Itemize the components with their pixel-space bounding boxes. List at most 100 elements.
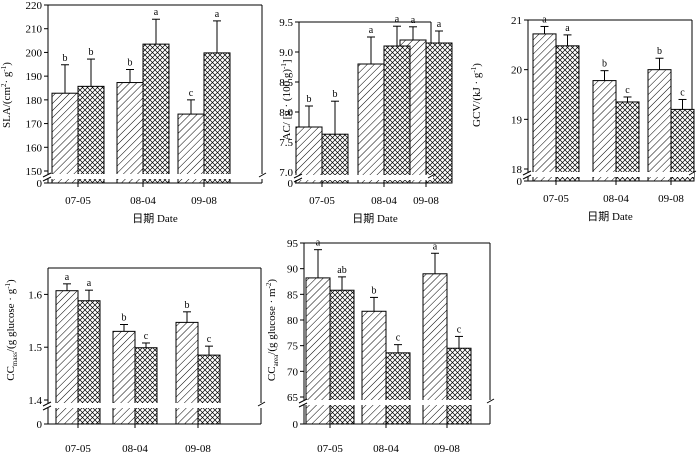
y-tick-label: 8.0 <box>279 107 293 119</box>
x-tick-label: 08-04 <box>122 443 148 455</box>
significance-label: ab <box>337 265 346 276</box>
panel-CCarea: 657075808590950abaabcc07-0508-0409-08日期 … <box>265 238 495 461</box>
axis-break-mark <box>42 176 52 182</box>
bar-series-1-08-04 <box>116 82 144 184</box>
x-tick-label: 08-04 <box>371 195 397 207</box>
significance-label: b <box>122 312 127 323</box>
bar-series-2-09-08 <box>670 108 695 182</box>
y-tick-label: 170 <box>26 119 43 131</box>
significance-label: c <box>680 87 685 98</box>
significance-label: b <box>602 59 607 70</box>
bar-series-2-09-08 <box>197 354 221 425</box>
bar-series-1-08-04 <box>112 330 136 425</box>
y-tick-label: 18 <box>511 164 523 176</box>
bar-series-1-09-08 <box>175 321 199 425</box>
significance-label: c <box>144 331 149 342</box>
significance-label: c <box>396 333 401 344</box>
x-axis-title: 日期 Date <box>587 210 633 223</box>
significance-label: a <box>395 14 400 25</box>
significance-label: b <box>372 285 377 296</box>
bar-series-1-08-04 <box>357 63 385 184</box>
y-tick-label: 200 <box>26 47 43 59</box>
axis-break-mark <box>42 401 52 407</box>
y-tick-label: 190 <box>26 71 43 83</box>
axis-break-mark <box>293 177 303 183</box>
x-tick-label: 07-05 <box>317 443 343 455</box>
panel-GCV: 18 19 20 21 0 a b b a c c 07-05 08-04 09-08 日期 Date GCV… <box>470 14 697 223</box>
x-tick-label: 09-08 <box>434 443 460 455</box>
bar-series-2-09-08 <box>446 347 472 425</box>
y-tick-label: 1.4 <box>28 395 42 407</box>
x-tick-label: 08-04 <box>130 195 156 207</box>
axis-break-mark <box>522 174 532 180</box>
y-tick-label: 9.0 <box>279 47 293 59</box>
y-tick-label: 180 <box>26 95 43 107</box>
y-tick-label: 90 <box>287 264 299 276</box>
significance-label: c <box>189 88 194 99</box>
y-tick-label-zero: 0 <box>288 178 294 190</box>
significance-label: a <box>87 278 92 289</box>
significance-label: a <box>437 19 442 30</box>
x-tick-label: 09-08 <box>658 193 684 205</box>
axis-break-mark <box>298 398 308 404</box>
y-tick-label: 160 <box>26 142 43 154</box>
bar-series-2-08-04 <box>383 45 411 184</box>
y-tick-label: 80 <box>287 315 299 327</box>
y-axis-title: CCmass/(g glucose · g-1) <box>4 279 19 381</box>
x-tick-label: 07-05 <box>65 195 91 207</box>
y-tick-label: 1.5 <box>28 342 42 354</box>
y-axis-title: GCV/(kJ · g-1) <box>470 63 483 127</box>
significance-label: a <box>542 14 547 25</box>
bar-series-1-09-08 <box>177 113 205 184</box>
y-tick-label-zero: 0 <box>293 419 299 431</box>
y-tick-label-zero: 0 <box>517 176 523 188</box>
axis-break-band <box>522 172 694 177</box>
significance-label: b <box>185 300 190 311</box>
x-axis-title: 日期 Date <box>352 212 398 225</box>
significance-label: a <box>565 23 570 34</box>
y-tick-label: 21 <box>511 15 522 27</box>
y-tick-label: 85 <box>287 289 299 301</box>
bar-series-2-08-04 <box>142 43 170 184</box>
significance-label: a <box>215 9 220 20</box>
significance-label: b <box>89 47 94 58</box>
y-axis-title: CCarea/(g glucose · m-2) <box>265 279 280 381</box>
bar-series-2-08-04 <box>615 101 640 182</box>
x-axis-title: 日期 Date <box>132 212 178 225</box>
axis-break-mark <box>42 405 52 411</box>
y-tick-label: 19 <box>511 114 523 126</box>
panel-SLA: 150 160 170 180 190 200 210 220 0 b b c b a a 07-05 08-0… <box>0 0 267 225</box>
y-tick-label: 220 <box>26 0 43 12</box>
axis-break-band <box>42 174 264 179</box>
bar-series-1-08-04 <box>361 310 387 425</box>
x-tick-label: 08-04 <box>603 193 629 205</box>
bar-series-1-07-05 <box>532 33 557 182</box>
x-tick-label: 08-04 <box>373 443 399 455</box>
significance-label: a <box>433 241 438 252</box>
axis-break-band <box>298 400 492 405</box>
x-tick-label: 07-05 <box>309 195 335 207</box>
bar-series-1-08-04 <box>592 80 617 182</box>
significance-label: b <box>307 94 312 105</box>
significance-label: a <box>369 25 374 36</box>
significance-label: c <box>457 324 462 335</box>
axis-break-mark <box>486 398 495 404</box>
y-tick-label: 7.5 <box>279 137 293 149</box>
significance-label: a <box>65 272 70 283</box>
y-axis-title: SLA/(cm2· g-1) <box>0 62 13 128</box>
bar-series-2-07-05 <box>321 133 349 184</box>
y-tick-label: 1.6 <box>28 289 42 301</box>
bar-series-2-09-08 <box>203 52 231 184</box>
x-tick-label: 09-08 <box>413 195 439 207</box>
x-tick-label: 09-08 <box>185 443 211 455</box>
y-tick-label: 8.5 <box>279 77 293 89</box>
significance-label: a <box>154 7 159 18</box>
x-tick-label: 09-08 <box>191 195 217 207</box>
y-tick-label: 210 <box>26 24 43 36</box>
axis-break-mark <box>298 402 308 408</box>
axis-break-mark <box>688 170 697 176</box>
y-tick-label: 150 <box>26 166 43 178</box>
y-tick-label-zero: 0 <box>37 419 43 431</box>
bar-series-2-07-05 <box>555 45 580 182</box>
y-tick-label: 95 <box>287 238 299 250</box>
